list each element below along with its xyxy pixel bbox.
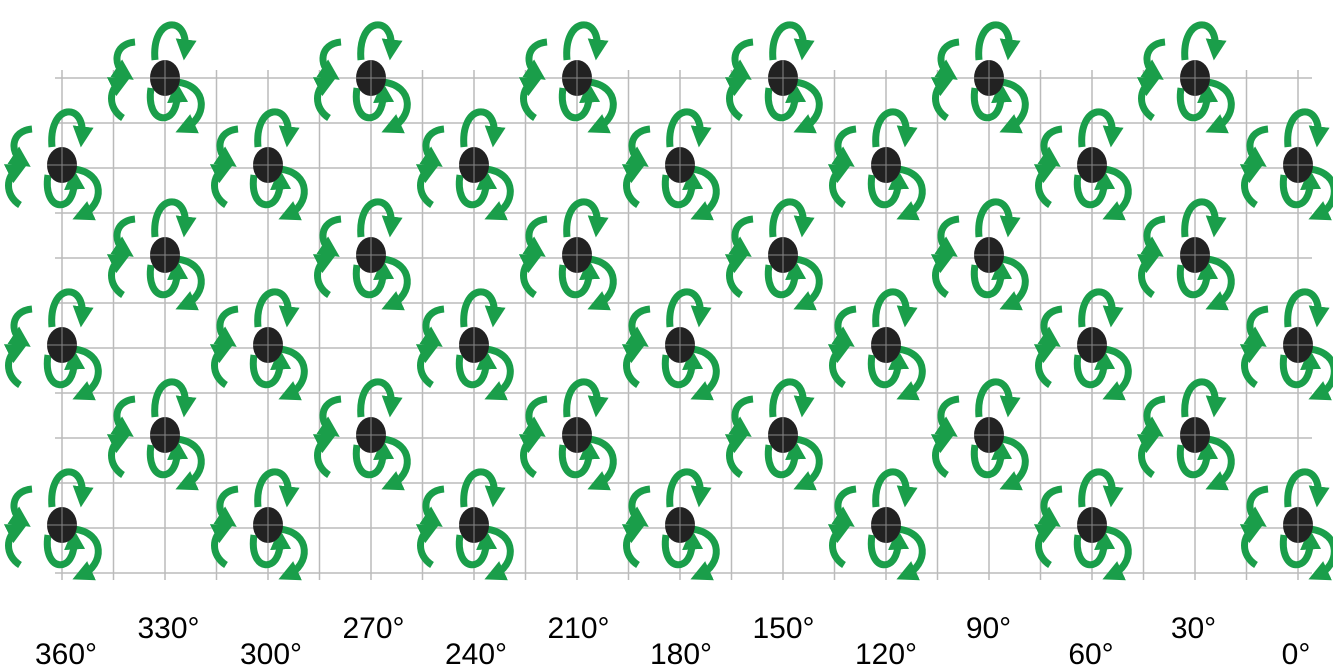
angle-label: 60° [1068,638,1113,666]
rotor [421,472,511,575]
angle-label: 210° [547,612,609,645]
rotor [1245,472,1333,575]
rotor [318,25,408,128]
grid [55,70,1312,580]
rotor [833,112,923,215]
rotor [9,112,99,215]
angle-label: 90° [966,612,1011,645]
angle-label: 150° [752,612,814,645]
angle-label: 240° [445,638,507,666]
rotor [627,112,717,215]
angle-label: 120° [855,638,917,666]
rotor [524,382,614,485]
rotor [215,112,305,215]
rotor [936,382,1026,485]
rotor [112,202,202,305]
rotor [627,472,717,575]
rotor [730,202,820,305]
rotor [730,25,820,128]
rotor [318,382,408,485]
angle-labels: 360° 330° 300° 270° 240° 210° 180° 150° 120° 90° 6… [35,612,1310,666]
angle-label: 360° [35,638,97,666]
rotor [9,292,99,395]
rotor [833,472,923,575]
rotor [421,292,511,395]
rotor [627,292,717,395]
rotor [318,202,408,305]
rotor [112,382,202,485]
rotor [1142,382,1232,485]
rotor [1039,112,1129,215]
rotor [9,472,99,575]
rotor [1039,292,1129,395]
rotor [1245,292,1333,395]
rotor [215,292,305,395]
rotors [9,25,1333,575]
angle-label: 180° [650,638,712,666]
angle-label: 330° [137,612,199,645]
angle-label: 300° [240,638,302,666]
rotor [421,112,511,215]
rotor [833,292,923,395]
rotor [524,202,614,305]
rotor [1039,472,1129,575]
angle-label: 30° [1171,612,1216,645]
rotor [112,25,202,128]
rotor [215,472,305,575]
rotor [936,202,1026,305]
angle-label: 270° [342,612,404,645]
rotor [1142,25,1232,128]
rotor [730,382,820,485]
rotor [1245,112,1333,215]
angle-label: 0° [1282,638,1311,666]
rotor [936,25,1026,128]
rotor [524,25,614,128]
rotor [1142,202,1232,305]
